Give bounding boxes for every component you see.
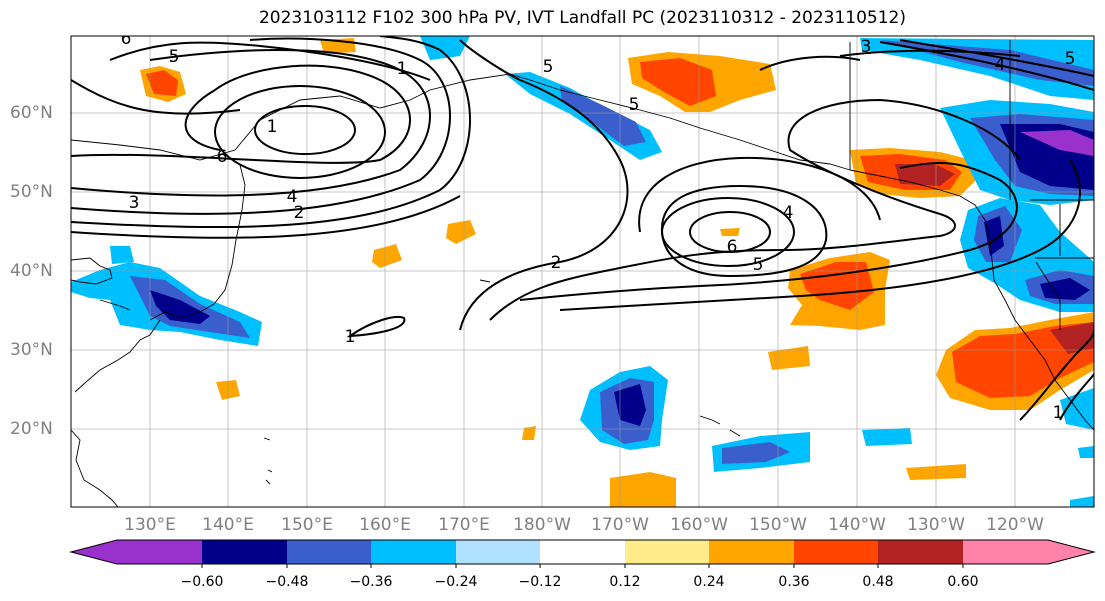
contour-label: 2 bbox=[294, 203, 305, 223]
colorbar-tick-label: −0.48 bbox=[265, 574, 309, 590]
colorbar-swatch bbox=[878, 540, 963, 564]
contour-label: 5 bbox=[169, 47, 180, 67]
anomaly-negative bbox=[560, 86, 646, 146]
colorbar-tick-label: 0.48 bbox=[862, 574, 894, 590]
lat-label: 20°N bbox=[10, 419, 53, 439]
colorbar-extend-min bbox=[71, 540, 117, 564]
anomaly-positive bbox=[446, 220, 476, 244]
anomaly-negative bbox=[722, 442, 790, 464]
lon-label: 140°E bbox=[202, 515, 254, 535]
lat-label: 30°N bbox=[10, 340, 53, 360]
lat-label: 40°N bbox=[10, 261, 53, 281]
contour-label: 6 bbox=[217, 147, 228, 167]
lon-label: 180°W bbox=[513, 515, 571, 535]
anomaly-positive bbox=[610, 472, 676, 507]
colorbar-swatch bbox=[540, 540, 625, 564]
anomaly-negative bbox=[860, 38, 1094, 100]
contour-label: 6 bbox=[121, 29, 132, 49]
anomaly-positive bbox=[800, 262, 874, 310]
colorbar-swatch bbox=[709, 540, 794, 564]
colorbar-tick-label: −0.12 bbox=[518, 574, 562, 590]
colorbar-swatch bbox=[117, 540, 202, 564]
anomaly-negative bbox=[110, 246, 134, 264]
colorbar-swatch bbox=[625, 540, 709, 564]
lon-label: 170°W bbox=[591, 515, 649, 535]
lon-label: 160°W bbox=[670, 515, 728, 535]
colorbar-tick-label: 0.24 bbox=[693, 574, 725, 590]
contour-label: 1 bbox=[345, 327, 356, 347]
map-frame bbox=[70, 35, 1095, 508]
anomaly-negative bbox=[862, 428, 912, 446]
contour-label: 4 bbox=[995, 55, 1006, 75]
contour-label: 1 bbox=[1053, 403, 1064, 423]
map-title: 2023103112 F102 300 hPa PV, IVT Landfall… bbox=[258, 8, 906, 28]
lon-label: 170°E bbox=[438, 515, 490, 535]
contour-labels: 6 5 1 1 6 4 3 2 5 5 2 1 4 6 5 3 4 5 1 bbox=[121, 29, 1076, 423]
colorbar-swatch bbox=[202, 540, 287, 564]
lon-label: 130°E bbox=[124, 515, 176, 535]
anomaly-negative bbox=[1070, 496, 1094, 507]
anomaly-positive bbox=[768, 346, 810, 370]
colorbar bbox=[69, 539, 1096, 568]
colorbar-extend-max bbox=[1048, 540, 1094, 564]
colorbar-tick-label: 0.36 bbox=[778, 574, 810, 590]
contour-label: 5 bbox=[1065, 49, 1076, 69]
colorbar-swatch bbox=[794, 540, 878, 564]
lon-label: 150°E bbox=[281, 515, 333, 535]
anomaly-positive bbox=[372, 244, 402, 268]
contour-label: 4 bbox=[783, 203, 794, 223]
anomaly-negative bbox=[984, 216, 1004, 256]
colorbar-tick-label: −0.60 bbox=[180, 574, 224, 590]
contour-label: 4 bbox=[287, 187, 298, 207]
anomaly-negative bbox=[1040, 278, 1090, 300]
contour-label: 6 bbox=[727, 237, 738, 257]
lon-label: 130°W bbox=[907, 515, 965, 535]
lon-label: 150°W bbox=[749, 515, 807, 535]
coastlines bbox=[71, 40, 1094, 507]
colorbar-tick-label: 0.60 bbox=[947, 574, 979, 590]
anomaly-positive bbox=[146, 70, 178, 96]
lon-label: 140°W bbox=[828, 515, 886, 535]
contour-label: 3 bbox=[129, 193, 140, 213]
contour-label: 5 bbox=[753, 255, 764, 275]
colorbar-tick-label: −0.24 bbox=[434, 574, 478, 590]
lat-label: 50°N bbox=[10, 182, 53, 202]
colorbar-swatch bbox=[287, 540, 371, 564]
anomaly-positive bbox=[720, 228, 740, 236]
anomaly-negative bbox=[150, 290, 210, 324]
contour-label: 2 bbox=[551, 253, 562, 273]
contour-label: 1 bbox=[397, 59, 408, 79]
lon-label: 160°E bbox=[359, 515, 411, 535]
contour-label: 1 bbox=[267, 117, 278, 137]
colorbar-swatch bbox=[963, 540, 1048, 564]
colorbar-tick-label: −0.36 bbox=[349, 574, 393, 590]
anomaly-positive bbox=[895, 164, 955, 186]
pv-contours bbox=[71, 36, 1094, 421]
anomaly-negative bbox=[1078, 446, 1094, 458]
anomaly-negative bbox=[614, 384, 646, 426]
colorbar-tick-label: 0.12 bbox=[609, 574, 641, 590]
lon-label: 120°W bbox=[986, 515, 1044, 535]
anomaly-negative bbox=[1020, 130, 1094, 156]
anomaly-positive bbox=[640, 58, 716, 106]
contour-label: 3 bbox=[861, 37, 872, 57]
contour-label: 5 bbox=[629, 95, 640, 115]
colorbar-outline bbox=[69, 539, 1096, 565]
lat-label: 60°N bbox=[10, 103, 53, 123]
anomaly-negative bbox=[420, 36, 470, 60]
colorbar-swatch bbox=[456, 540, 540, 564]
contour-label: 5 bbox=[543, 57, 554, 77]
anomaly-positive bbox=[522, 426, 536, 440]
colorbar-swatch bbox=[371, 540, 456, 564]
